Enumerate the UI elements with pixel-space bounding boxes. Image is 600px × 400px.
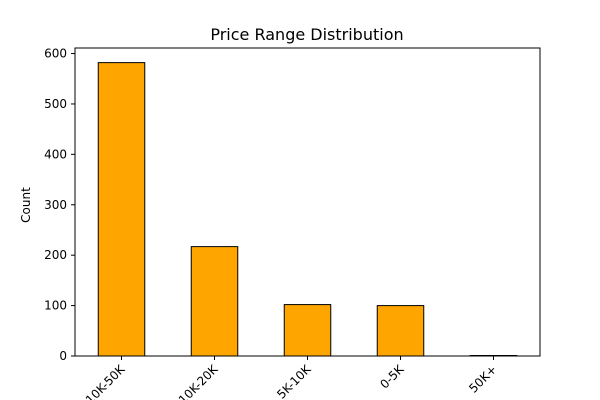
y-tick-label-1: 100 (44, 299, 67, 313)
y-tick-label-0: 0 (59, 349, 67, 363)
bar-3 (376, 305, 425, 357)
y-axis-label: Count (19, 187, 33, 223)
y-tick-label-4: 400 (44, 147, 67, 161)
y-tick-label-3: 300 (44, 198, 67, 212)
y-tick-label-2: 200 (44, 248, 67, 262)
y-tick-label-6: 600 (44, 47, 67, 61)
bar-0 (97, 62, 146, 357)
bar-1 (190, 246, 239, 357)
chart-title: Price Range Distribution (210, 25, 403, 44)
bar-2 (283, 304, 332, 357)
y-tick-label-5: 500 (44, 97, 67, 111)
